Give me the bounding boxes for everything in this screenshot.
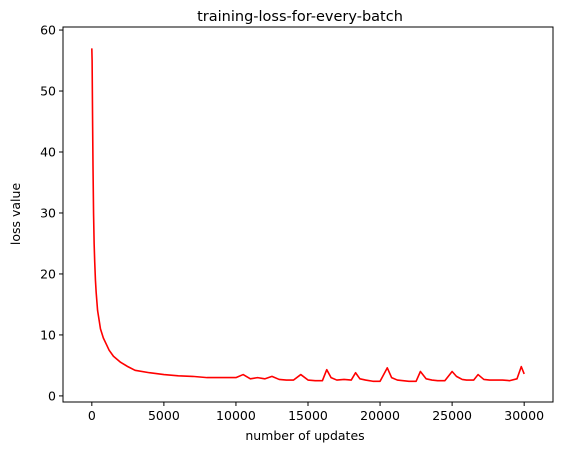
x-axis-title: number of updates [245,428,364,443]
x-tick-label: 25000 [432,408,472,423]
y-tick-label: 60 [40,23,56,38]
x-axis: 0 5000 10000 15000 20000 25000 30000 [88,402,544,423]
x-tick-label: 5000 [148,408,180,423]
y-tick-label: 0 [48,388,56,403]
y-tick-label: 50 [40,84,56,99]
y-axis: 0 10 20 30 40 50 60 [40,23,63,403]
y-tick-label: 20 [40,266,56,281]
y-tick-label: 10 [40,327,56,342]
loss-series-line [91,48,525,383]
y-axis-title: loss value [8,183,23,246]
x-tick-label: 0 [88,408,96,423]
x-tick-label: 15000 [288,408,328,423]
plot-area [62,26,554,403]
y-tick-label: 30 [40,205,56,220]
chart-title: training-loss-for-every-batch [197,9,403,25]
x-tick-label: 20000 [360,408,400,423]
y-tick-label: 40 [40,145,56,160]
x-tick-label: 10000 [216,408,256,423]
x-tick-label: 30000 [504,408,544,423]
series-layer [91,48,525,383]
